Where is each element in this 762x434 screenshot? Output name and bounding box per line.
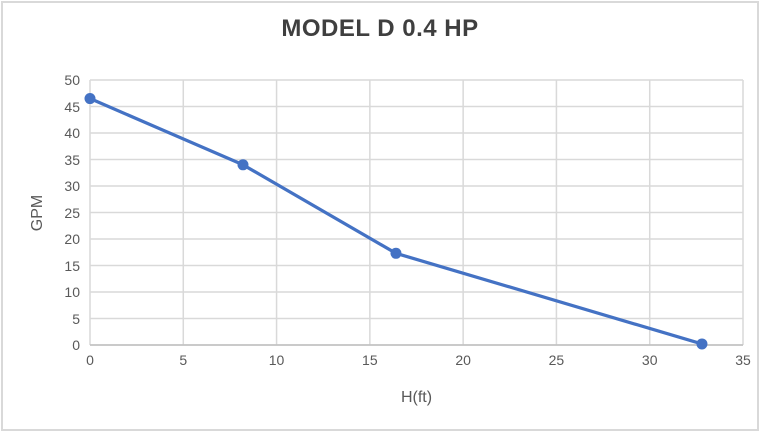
chart-title: MODEL D 0.4 HP [281,15,479,42]
data-point-marker [390,247,402,259]
y-tick-label: 45 [64,98,80,115]
y-tick-label: 15 [64,257,80,274]
y-tick-label: 10 [64,284,80,300]
x-axis-title: H(ft) [400,389,433,406]
x-tick-label: 15 [362,352,378,368]
x-tick-label: 10 [268,352,285,368]
y-tick-label: 35 [64,151,80,168]
x-tick-label: 25 [548,352,565,368]
data-point-marker [84,93,96,105]
data-point-marker [696,338,708,350]
x-tick-label: 5 [179,352,188,368]
y-tick-label: 40 [64,125,80,141]
x-tick-label: 30 [641,352,658,368]
y-tick-label: 50 [64,72,80,88]
y-tick-label: 30 [64,178,80,194]
y-tick-label: 20 [64,231,80,247]
x-tick-label: 0 [86,352,94,368]
y-tick-label: 5 [72,310,80,327]
y-tick-label: 0 [72,337,80,353]
x-tick-label: 35 [735,352,751,368]
y-tick-label: 25 [64,204,80,221]
plot-area [84,79,744,350]
x-tick-label: 20 [455,352,471,368]
data-point-marker [237,159,249,171]
data-series-line [88,96,704,346]
